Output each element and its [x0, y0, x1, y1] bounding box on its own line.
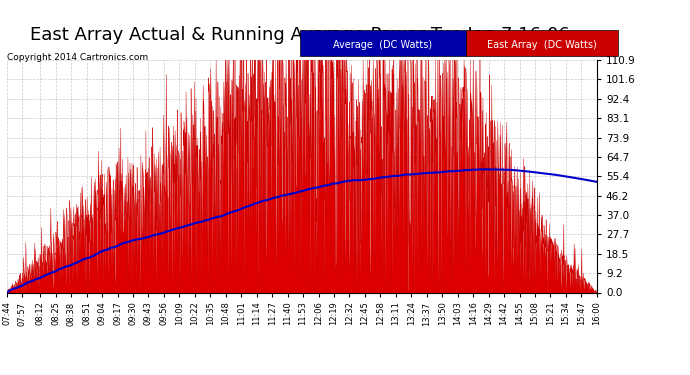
Text: Average  (DC Watts): Average (DC Watts) — [333, 40, 433, 50]
Text: East Array Actual & Running Average Power Tue Jan 7 16:06: East Array Actual & Running Average Powe… — [30, 26, 570, 44]
Text: East Array  (DC Watts): East Array (DC Watts) — [486, 40, 597, 50]
Text: Copyright 2014 Cartronics.com: Copyright 2014 Cartronics.com — [7, 53, 148, 62]
